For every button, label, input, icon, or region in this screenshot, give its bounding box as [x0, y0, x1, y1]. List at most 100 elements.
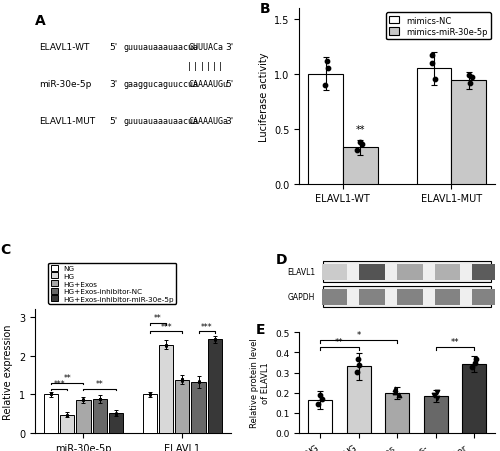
Point [472, 355, 480, 363]
Point [433, 389, 441, 396]
Text: **: ** [335, 337, 344, 346]
Point [47, 391, 55, 398]
Bar [472, 264, 498, 281]
Point [392, 386, 400, 393]
Bar [452, 81, 486, 184]
Point [194, 378, 202, 386]
Point [162, 342, 170, 349]
Point [391, 389, 399, 396]
Point [468, 364, 476, 371]
Bar [360, 289, 385, 305]
Text: **: ** [450, 337, 459, 346]
Text: GUUUACa: GUUUACa [188, 43, 224, 52]
Point [112, 410, 120, 418]
Point [324, 66, 332, 73]
Y-axis label: Relative protein level
of ELAVL1: Relative protein level of ELAVL1 [250, 338, 270, 428]
Bar [416, 69, 452, 184]
Bar [108, 413, 123, 433]
Point [47, 390, 55, 397]
Text: |: | [218, 61, 224, 70]
Point [178, 376, 186, 383]
Point [47, 391, 55, 398]
Point [428, 52, 436, 60]
Point [355, 362, 363, 369]
Text: |: | [193, 61, 198, 70]
Text: 5': 5' [225, 80, 233, 89]
Bar [175, 380, 190, 433]
Point [433, 395, 441, 402]
Text: |: | [206, 61, 210, 70]
Text: **: ** [96, 380, 104, 389]
Point [470, 359, 478, 367]
Point [146, 391, 154, 398]
Text: guuuauaaauaacua: guuuauaaauaacua [123, 117, 198, 126]
Point [63, 411, 71, 419]
Text: A: A [35, 14, 46, 28]
Point [430, 77, 438, 84]
Text: 5': 5' [110, 43, 118, 52]
Point [146, 391, 154, 398]
Text: E: E [256, 322, 266, 336]
Point [430, 392, 438, 399]
Point [323, 58, 331, 65]
Point [96, 396, 104, 403]
Bar [44, 395, 58, 433]
Y-axis label: Relative expression: Relative expression [4, 324, 14, 419]
Bar [322, 286, 491, 308]
Bar [360, 264, 385, 281]
Text: D: D [276, 252, 287, 266]
Bar [192, 382, 205, 433]
Text: 5': 5' [110, 117, 118, 126]
Point [112, 410, 120, 418]
Bar [346, 367, 370, 433]
Point [316, 391, 324, 399]
Bar [322, 262, 491, 283]
Text: 3': 3' [110, 80, 118, 89]
Text: C: C [0, 242, 10, 256]
Point [146, 392, 154, 399]
Y-axis label: Luciferase activity: Luciferase activity [258, 52, 268, 141]
Bar [60, 415, 74, 433]
Point [80, 396, 88, 403]
Point [162, 342, 170, 350]
Text: |: | [212, 61, 217, 70]
Bar [385, 393, 409, 433]
Point [63, 412, 71, 419]
Bar [472, 289, 498, 305]
Text: ***: *** [54, 380, 65, 389]
Text: *: * [356, 330, 360, 339]
Bar [76, 400, 90, 433]
Text: ***: *** [201, 322, 212, 331]
Point [358, 141, 366, 148]
Text: ELAVL1-WT: ELAVL1-WT [39, 43, 90, 52]
Text: miR-30e-5p: miR-30e-5p [39, 80, 92, 89]
Bar [308, 400, 332, 433]
Point [428, 60, 436, 67]
Bar [322, 264, 347, 281]
Text: GAPDH: GAPDH [288, 293, 315, 302]
Text: CAAAAUGu: CAAAAUGu [188, 80, 228, 89]
Text: |: | [187, 61, 192, 70]
Text: CAAAAUGa: CAAAAUGa [188, 117, 228, 126]
Bar [208, 340, 222, 433]
Text: ***: *** [160, 322, 172, 331]
Point [80, 396, 88, 403]
Bar [159, 345, 173, 433]
Point [112, 410, 120, 417]
Point [354, 355, 362, 363]
Text: |: | [200, 61, 204, 70]
Text: gaaggucaguuccua: gaaggucaguuccua [123, 80, 198, 89]
Point [320, 82, 328, 89]
Point [178, 377, 186, 385]
Point [356, 139, 364, 146]
Bar [435, 264, 460, 281]
Point [194, 378, 202, 386]
Point [210, 336, 218, 343]
Text: **: ** [356, 125, 365, 135]
Point [96, 395, 104, 402]
Bar [308, 75, 343, 184]
Text: ELAVL1-MUT: ELAVL1-MUT [39, 117, 95, 126]
Bar [322, 289, 347, 305]
Point [466, 80, 474, 87]
Point [465, 72, 473, 79]
